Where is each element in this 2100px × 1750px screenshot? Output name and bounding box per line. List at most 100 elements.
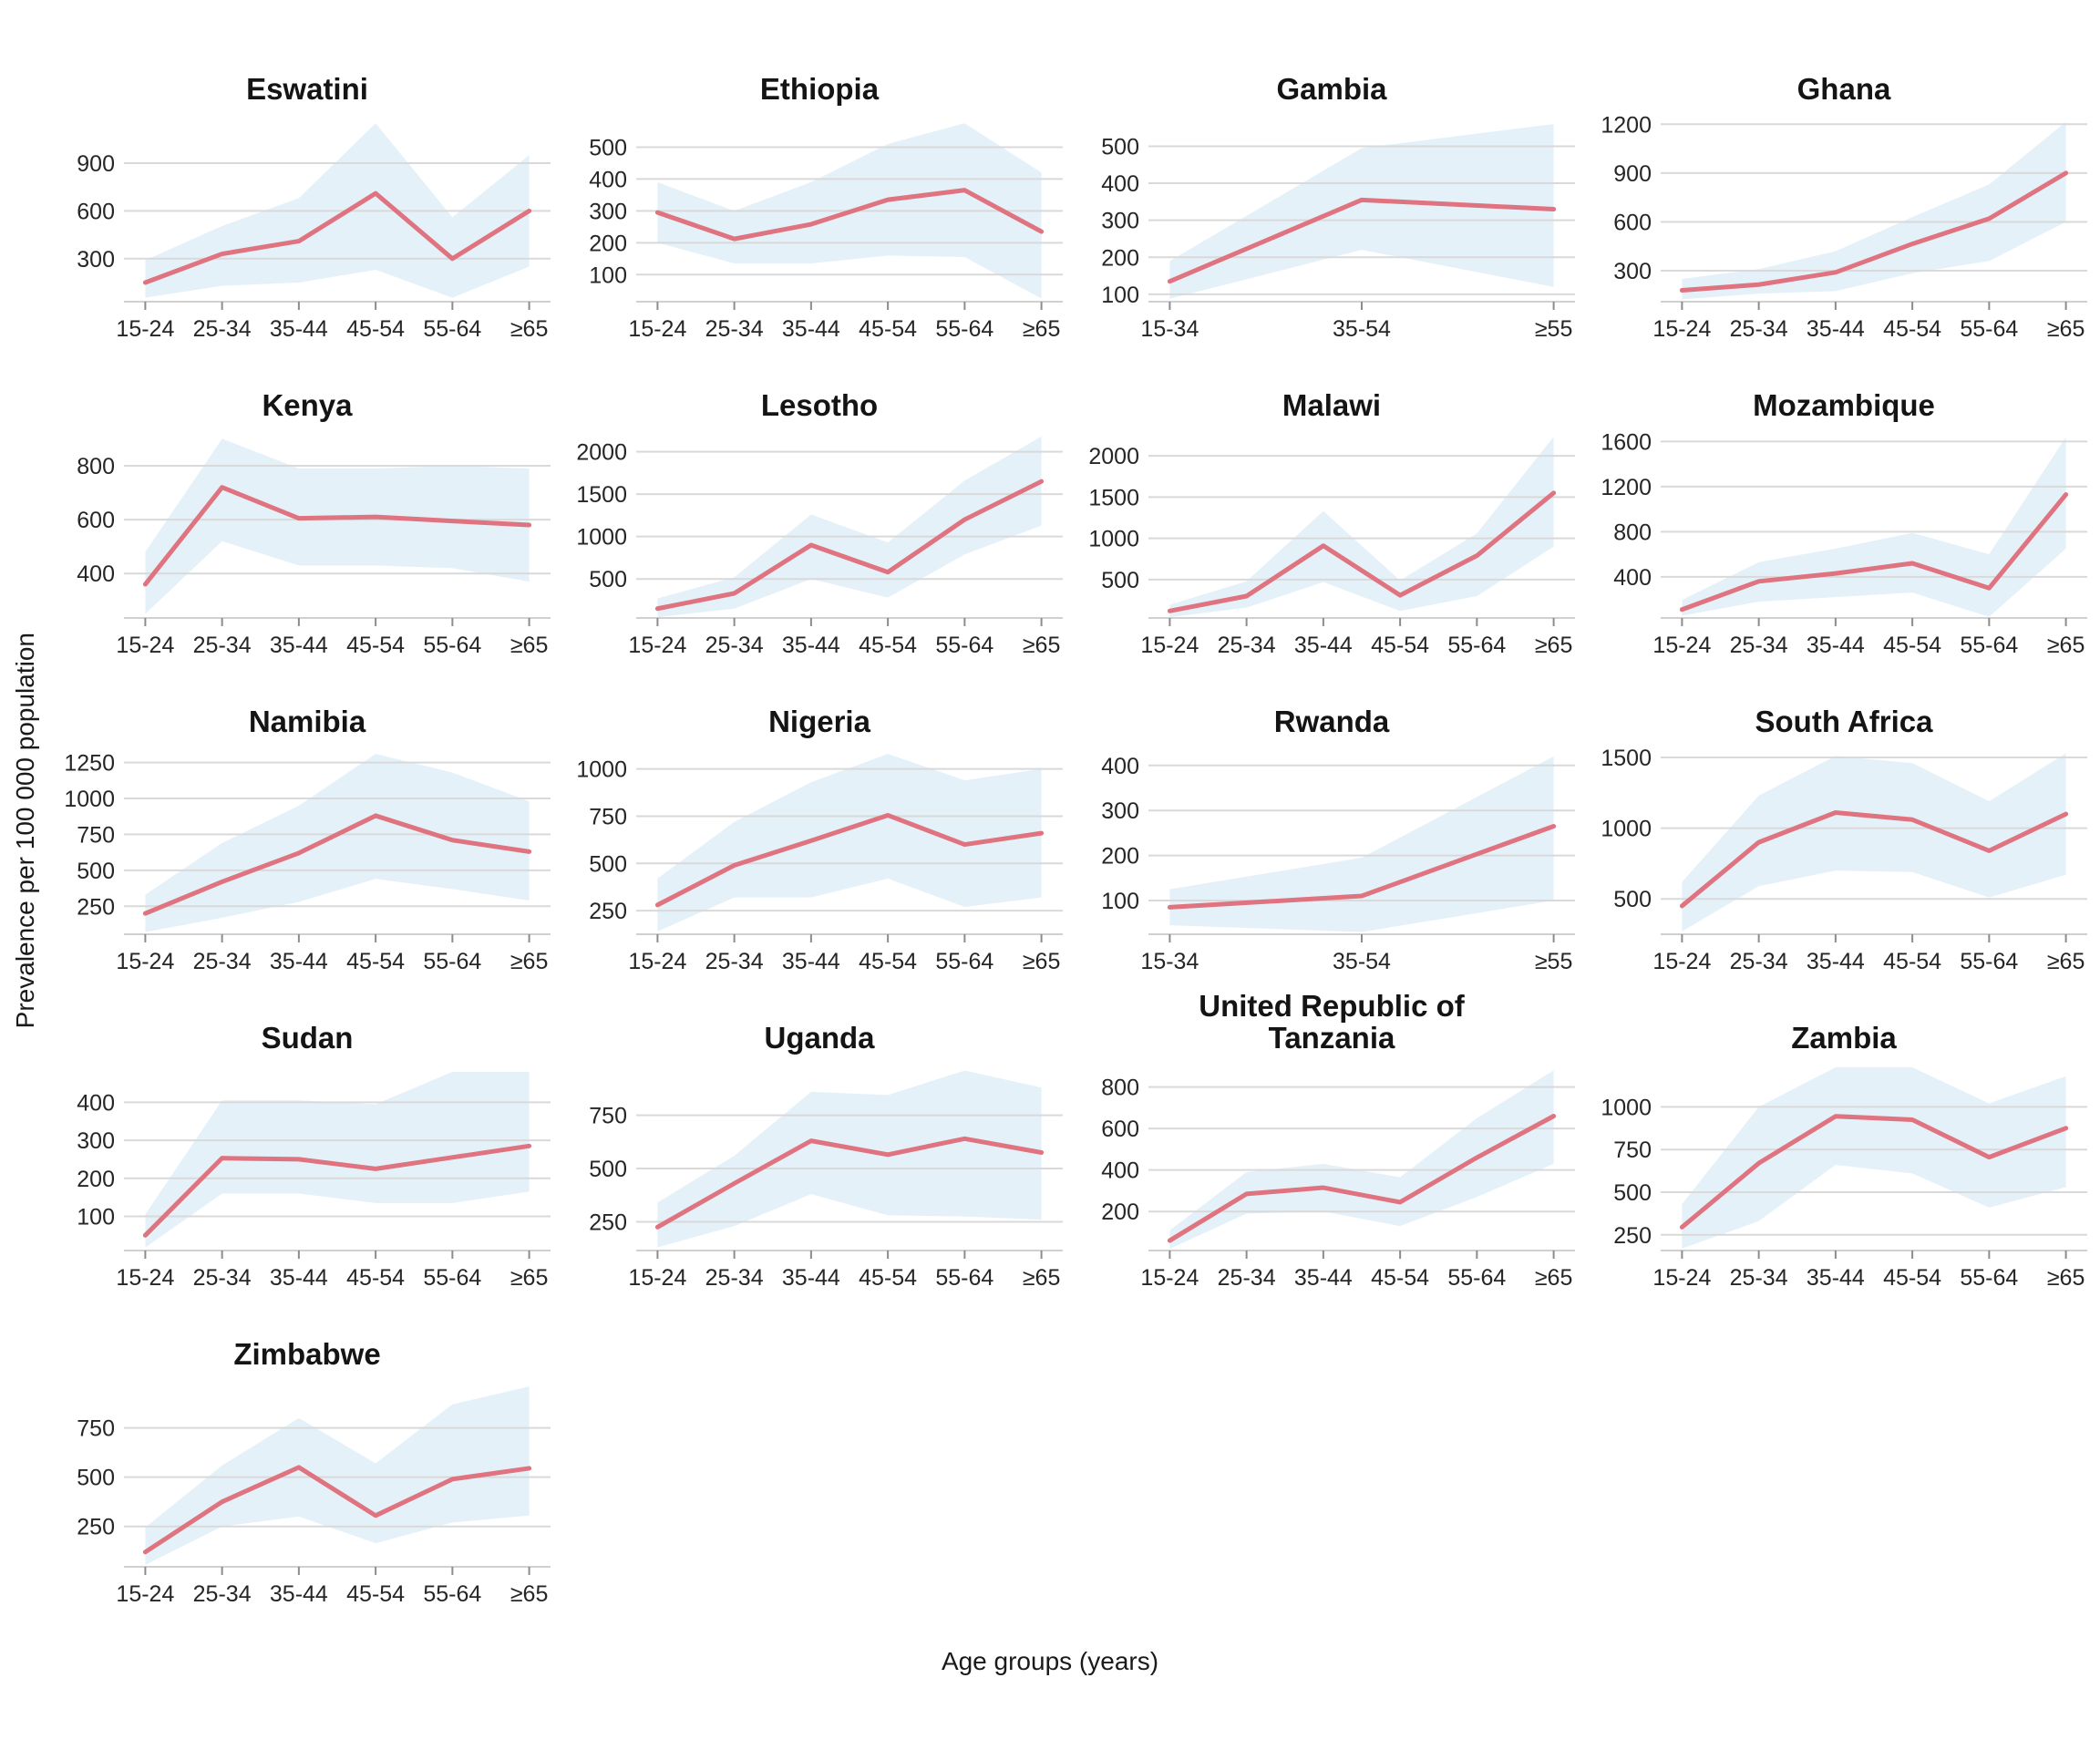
x-tick-label: 15-24 bbox=[116, 316, 174, 342]
x-tick-label: 45-54 bbox=[346, 316, 405, 342]
chart-gambia: 100 200 300 400 500 15-34 35-54 ≥55 bbox=[1101, 124, 1575, 342]
y-tick-label: 750 bbox=[77, 822, 115, 848]
x-tick-label: 25-34 bbox=[1730, 316, 1788, 342]
panel-title: Nigeria bbox=[768, 705, 870, 739]
panel-title: Lesotho bbox=[760, 388, 879, 423]
confidence-band bbox=[1682, 437, 2066, 617]
x-tick-label: 35-44 bbox=[1807, 1265, 1865, 1291]
x-tick-label: 15-24 bbox=[628, 1265, 686, 1291]
prevalence-line bbox=[1679, 810, 2069, 909]
x-tick-label: 45-54 bbox=[1371, 1265, 1429, 1291]
panel-title: Ghana bbox=[1796, 72, 1891, 107]
x-tick-label: 35-44 bbox=[270, 949, 328, 974]
x-tick-label: ≥65 bbox=[510, 949, 549, 974]
x-tick-label: 55-64 bbox=[935, 633, 993, 658]
chart-namibia: 250 500 750 1000 1250 15-24 25-34 35-44 45-54 55-… bbox=[64, 751, 551, 974]
x-tick-label: ≥65 bbox=[1023, 316, 1061, 342]
x-tick-label: ≥55 bbox=[1535, 949, 1573, 974]
prevalence-line bbox=[654, 479, 1045, 612]
panel-title: Kenya bbox=[262, 388, 353, 423]
panel-mozambique: Mozambique 400 800 1200 1600 15-24 25-34 35-44… bbox=[1588, 356, 2100, 673]
chart-ghana: 300 600 900 1200 15-24 25-34 35-44 45-54 55-64 ≥6… bbox=[1601, 112, 2087, 342]
y-tick-label: 500 bbox=[1101, 134, 1139, 160]
y-tick-label: 100 bbox=[1101, 283, 1139, 308]
x-tick-label: 45-54 bbox=[1371, 633, 1429, 658]
panel-nigeria: Nigeria 250 500 750 1000 15-24 25-34 35-44 45-5… bbox=[563, 673, 1076, 989]
panel-zambia: Zambia 250 500 750 1000 15-24 25-34 35-44 45-54… bbox=[1588, 989, 2100, 1305]
x-tick-label: 55-64 bbox=[423, 633, 481, 658]
x-tick-label: ≥65 bbox=[1023, 1265, 1061, 1291]
y-tick-label: 600 bbox=[1613, 210, 1652, 235]
chart-tanzania: 200 400 600 800 15-24 25-34 35-44 45-54 55-64 ≥65 bbox=[1101, 1070, 1575, 1291]
x-tick-label: 45-54 bbox=[1883, 949, 1941, 974]
x-tick-label: 35-44 bbox=[1294, 1265, 1353, 1291]
x-tick-label: 25-34 bbox=[193, 1265, 252, 1291]
x-tick-label: 35-44 bbox=[782, 1265, 840, 1291]
panel-gambia: Gambia 100 200 300 400 500 15-34 35-54 ≥55 bbox=[1076, 40, 1588, 356]
y-tick-label: 300 bbox=[589, 199, 627, 224]
y-tick-label: 900 bbox=[1613, 161, 1652, 187]
prevalence-line bbox=[142, 190, 532, 285]
y-axis-label: Prevalence per 100 000 population bbox=[11, 633, 39, 1029]
y-tick-label: 200 bbox=[1101, 245, 1139, 271]
panel-title: United Republic of Tanzania bbox=[1199, 988, 1465, 1055]
y-tick-label: 200 bbox=[1101, 1199, 1139, 1225]
x-tick-label: 25-34 bbox=[1218, 633, 1276, 658]
confidence-band bbox=[1682, 1067, 2066, 1249]
confidence-band bbox=[145, 438, 530, 614]
x-tick-label: 45-54 bbox=[859, 633, 917, 658]
y-tick-label: 500 bbox=[77, 1466, 115, 1491]
panel-title: Namibia bbox=[248, 705, 366, 739]
y-tick-label: 400 bbox=[77, 561, 115, 587]
confidence-band bbox=[1169, 437, 1554, 618]
confidence-band bbox=[145, 1072, 530, 1248]
x-tick-label: ≥65 bbox=[2047, 633, 2085, 658]
y-tick-label: 600 bbox=[77, 199, 115, 224]
y-tick-label: 750 bbox=[589, 1104, 627, 1129]
prevalence-line bbox=[1167, 490, 1557, 613]
y-tick-label: 400 bbox=[1101, 171, 1139, 197]
panel-lesotho: Lesotho 500 1000 1500 2000 15-24 25-34 35-44 45… bbox=[563, 356, 1076, 673]
y-tick-label: 750 bbox=[77, 1416, 115, 1442]
x-tick-label: 45-54 bbox=[1883, 316, 1941, 342]
x-axis-label: Age groups (years) bbox=[941, 1647, 1159, 1675]
x-tick-label: ≥65 bbox=[510, 633, 549, 658]
chart-rwanda: 100 200 300 400 15-34 35-54 ≥55 bbox=[1101, 754, 1575, 974]
confidence-band bbox=[1682, 121, 2066, 300]
y-tick-label: 600 bbox=[77, 508, 115, 533]
panel-title: Eswatini bbox=[246, 72, 368, 107]
y-tick-label: 2000 bbox=[576, 440, 627, 466]
x-tick-label: 15-24 bbox=[1652, 949, 1711, 974]
confidence-band bbox=[1169, 124, 1554, 299]
x-tick-label: 45-54 bbox=[346, 949, 405, 974]
y-tick-label: 300 bbox=[77, 1128, 115, 1154]
x-tick-label: 15-34 bbox=[1140, 949, 1199, 974]
y-tick-label: 1600 bbox=[1601, 429, 1652, 455]
panel-zimbabwe: Zimbabwe 250 500 750 15-24 25-34 35-44 45-54 55… bbox=[51, 1305, 563, 1621]
y-tick-label: 1000 bbox=[1601, 1095, 1652, 1120]
panel-uganda: Uganda 250 500 750 15-24 25-34 35-44 45-54 55-6… bbox=[563, 989, 1076, 1305]
x-tick-label: 55-64 bbox=[1960, 316, 2018, 342]
x-tick-label: 25-34 bbox=[193, 1581, 252, 1607]
y-tick-label: 1200 bbox=[1601, 112, 1652, 138]
panel-south-africa: South Africa 500 1000 1500 15-24 25-34 35-44 4… bbox=[1588, 673, 2100, 989]
chart-zambia: 250 500 750 1000 15-24 25-34 35-44 45-54 55-64 ≥6… bbox=[1601, 1067, 2087, 1291]
panel-title: Uganda bbox=[764, 1021, 875, 1055]
x-tick-label: 55-64 bbox=[935, 316, 993, 342]
x-tick-label: 15-24 bbox=[1140, 633, 1199, 658]
y-tick-label: 500 bbox=[589, 135, 627, 160]
panel-title: Sudan bbox=[261, 1021, 354, 1055]
y-tick-label: 300 bbox=[77, 247, 115, 273]
x-tick-label: 25-34 bbox=[1218, 1265, 1276, 1291]
x-tick-label: ≥65 bbox=[1023, 949, 1061, 974]
prevalence-line bbox=[654, 812, 1045, 908]
x-tick-label: 55-64 bbox=[1447, 1265, 1506, 1291]
y-tick-label: 750 bbox=[1613, 1138, 1652, 1163]
panel-title: Gambia bbox=[1276, 72, 1387, 107]
y-tick-label: 250 bbox=[589, 899, 627, 924]
x-tick-label: ≥65 bbox=[1535, 633, 1573, 658]
x-tick-label: 25-34 bbox=[1730, 1265, 1788, 1291]
y-tick-label: 100 bbox=[77, 1204, 115, 1230]
y-tick-label: 500 bbox=[1613, 1180, 1652, 1206]
panel-namibia: Namibia 250 500 750 1000 1250 15-24 25-34 35-44… bbox=[51, 673, 563, 989]
